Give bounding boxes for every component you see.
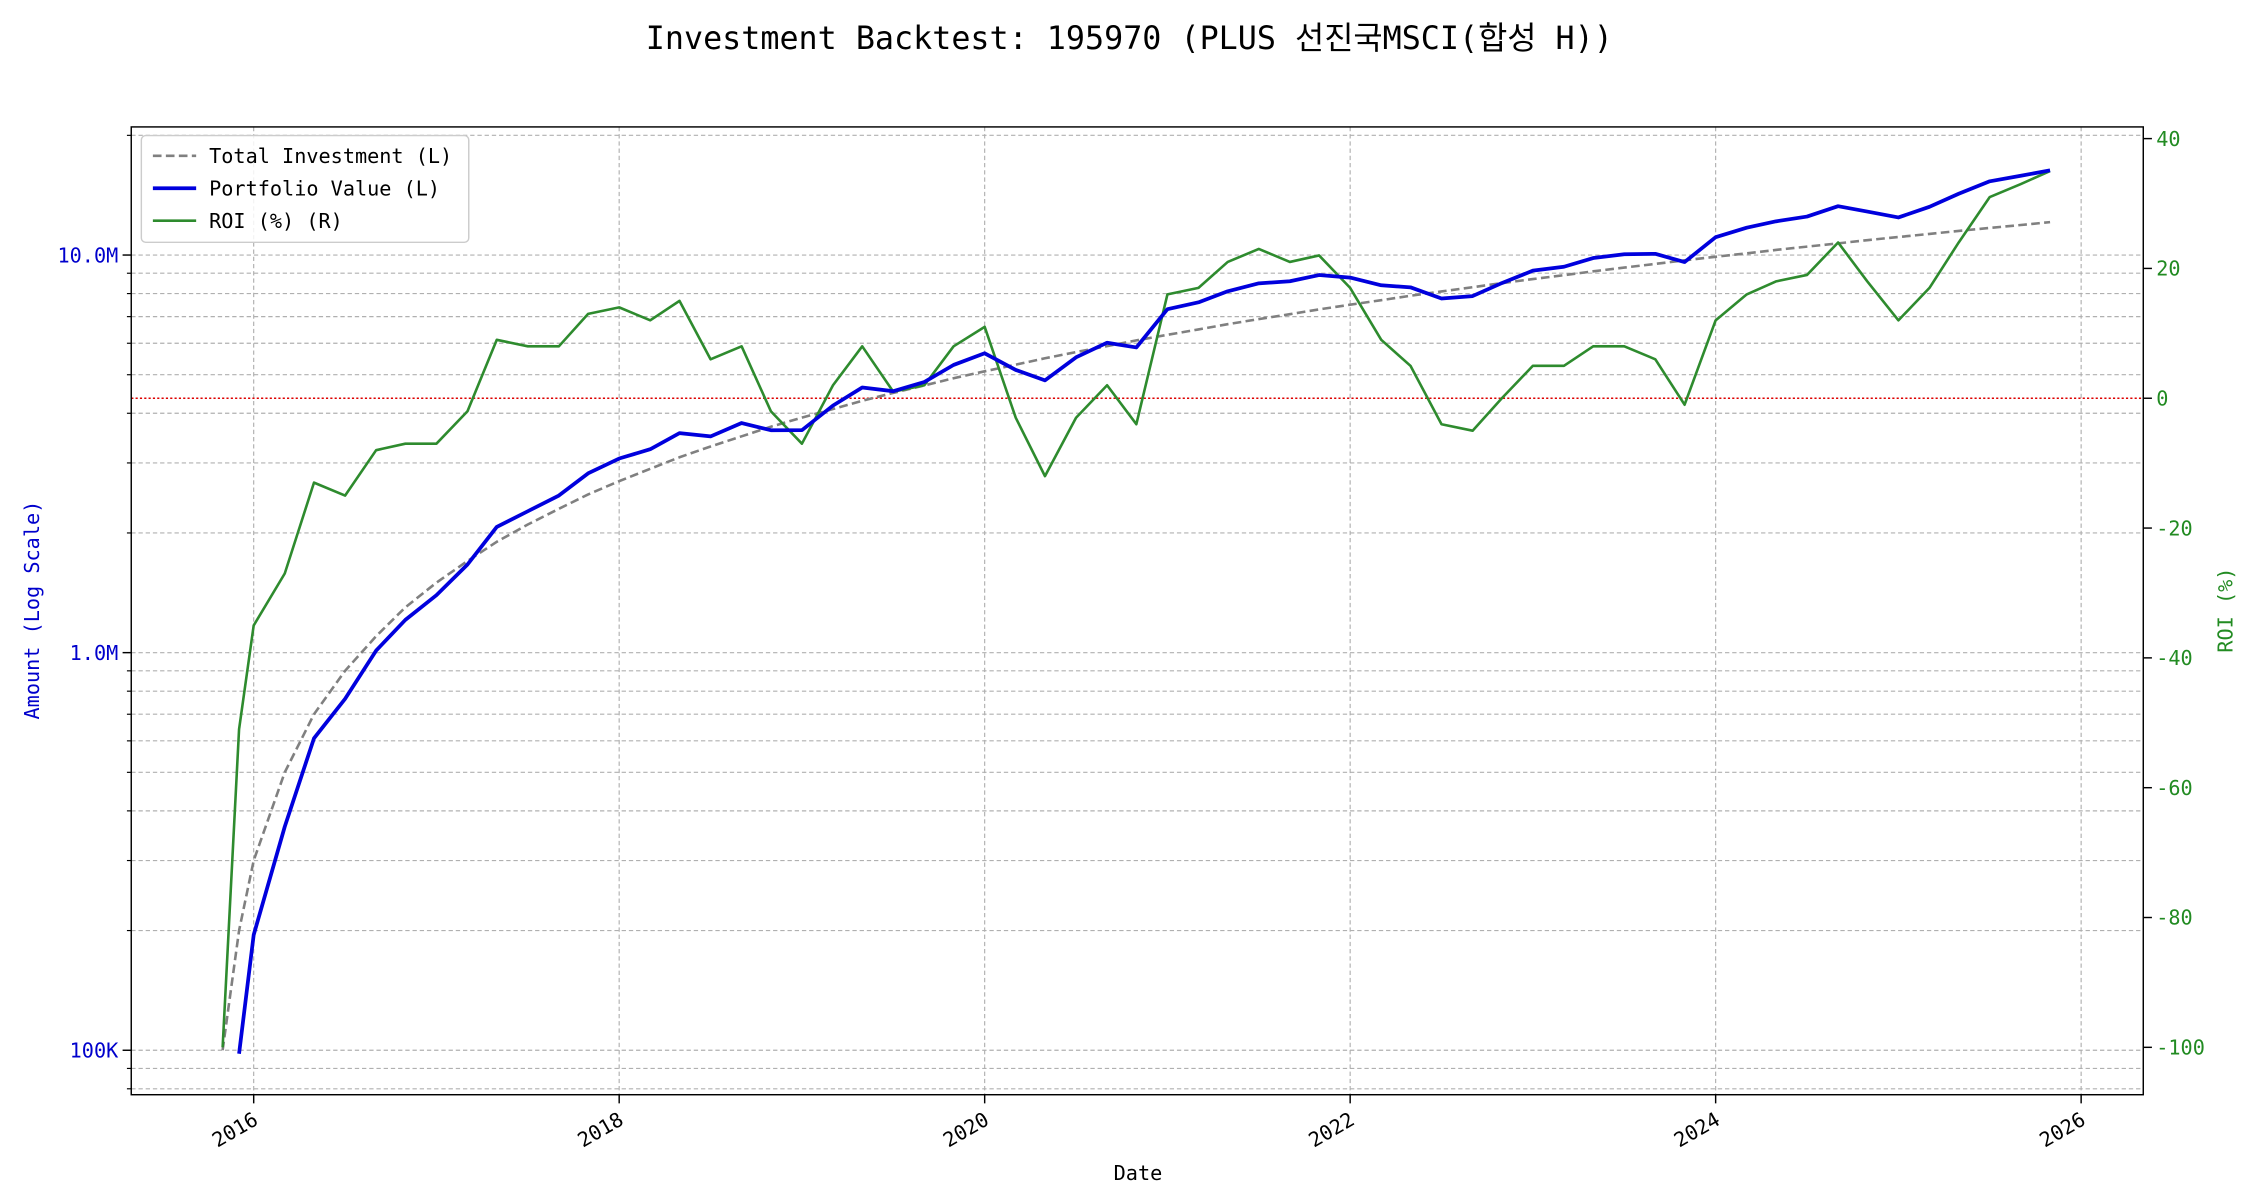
legend-label: ROI (%) (R) <box>209 209 343 233</box>
y2-tick-label: -60 <box>2156 776 2192 800</box>
x-tick-label: 2026 <box>2035 1107 2089 1152</box>
chart-title: Investment Backtest: 195970 (PLUS 선진국MSC… <box>646 21 1613 57</box>
x-tick-label: 2016 <box>208 1107 262 1152</box>
x-tick-label: 2018 <box>573 1107 627 1152</box>
legend-label: Total Investment (L) <box>209 144 452 168</box>
legend-label: Portfolio Value (L) <box>209 176 440 200</box>
x-tick-label: 2020 <box>939 1107 993 1152</box>
y2-tick-label: 20 <box>2156 257 2180 281</box>
y-tick-label: 1.0M <box>70 641 119 665</box>
series-line <box>237 168 2051 1054</box>
plot-frame <box>130 126 2144 1096</box>
y-axis-label: Amount (Log Scale) <box>20 501 44 720</box>
legend-box <box>140 134 470 244</box>
y2-tick-label: 0 <box>2156 386 2168 410</box>
y2-axis-label: ROI (%) <box>2214 568 2238 653</box>
series-line <box>221 169 2051 1048</box>
y2-tick-label: -20 <box>2156 516 2192 540</box>
y2-tick-label: -40 <box>2156 646 2192 670</box>
y2-tick-label: -100 <box>2156 1036 2205 1060</box>
y2-tick-label: 40 <box>2156 127 2180 151</box>
y-tick-label: 10.0M <box>57 243 118 267</box>
x-axis-label: Date <box>1114 1161 1163 1185</box>
x-tick-label: 2024 <box>1670 1107 1724 1152</box>
y-tick-label: 100K <box>70 1038 119 1062</box>
x-tick-label: 2022 <box>1304 1107 1358 1152</box>
y2-tick-label: -80 <box>2156 906 2192 930</box>
